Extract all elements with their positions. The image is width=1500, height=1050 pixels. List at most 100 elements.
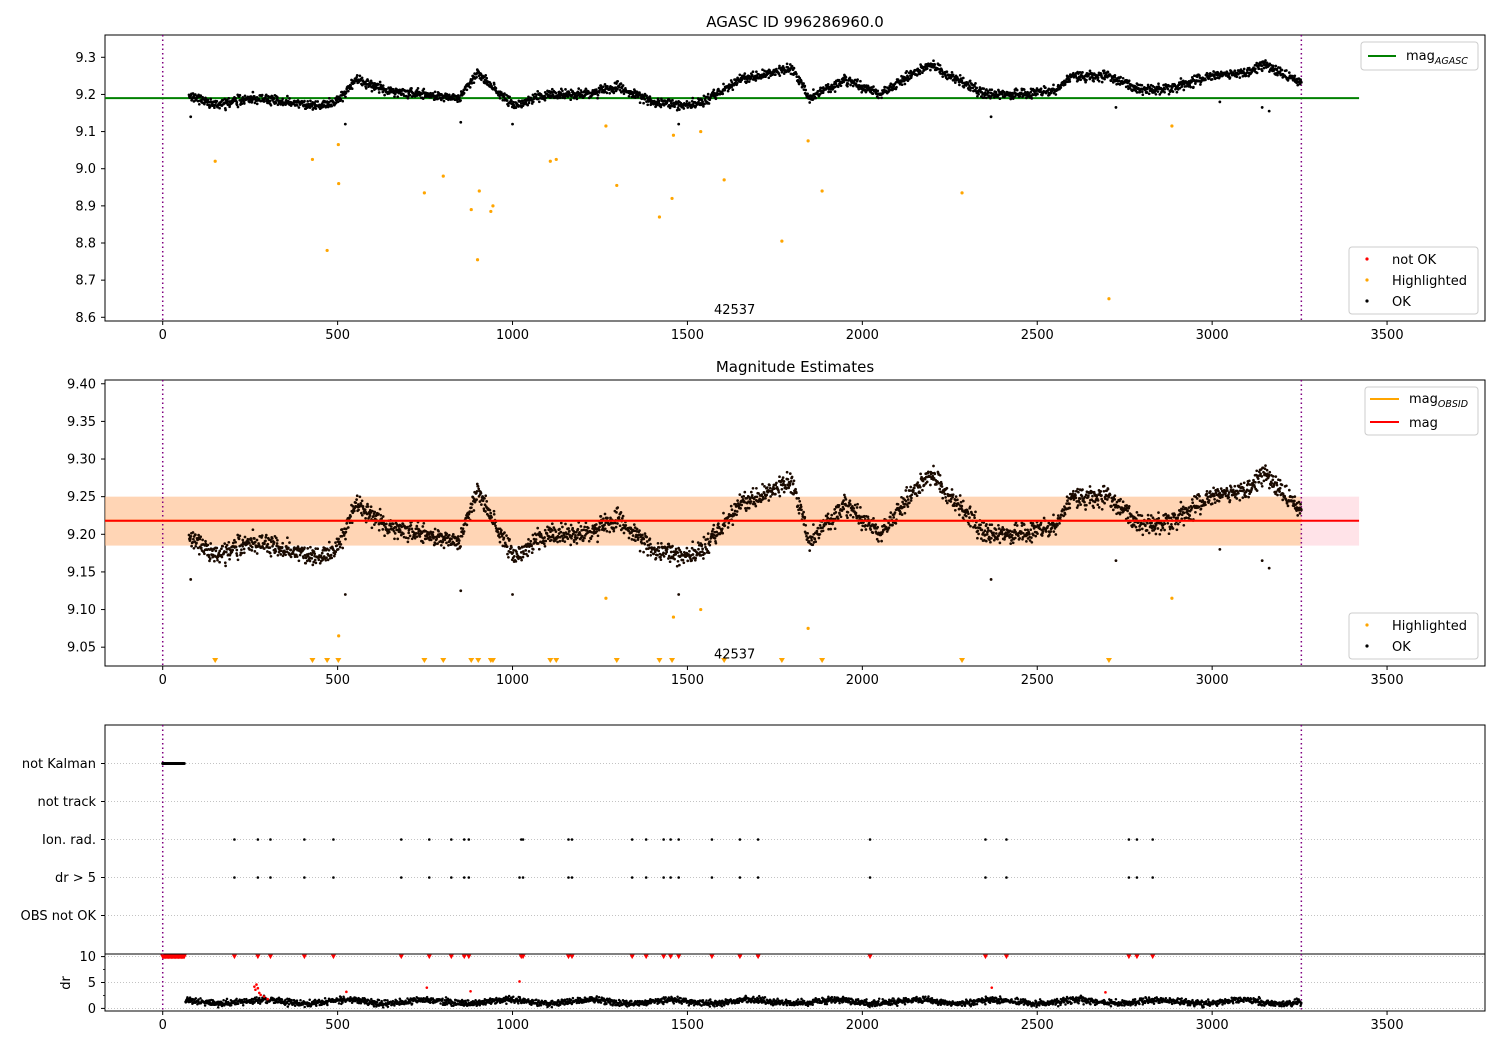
top-ok-point [339,98,343,101]
top-ok-point [790,64,794,68]
top-ok-point [839,84,843,88]
mid-ok-point [977,532,980,536]
top-ok-point [358,74,362,78]
top-ok-point [1233,69,1237,73]
mid-ok-point [818,524,822,527]
top-ok-point [1293,74,1297,78]
mid-ok-point [569,543,573,547]
top-highlighted-point [422,191,426,195]
mid-ok-point [908,501,911,505]
mid-ok-point [505,545,509,548]
top-ok-point [933,63,937,66]
top-ok-point [543,98,547,102]
top-highlighted-point [213,159,217,163]
mid-ok-point [691,553,695,556]
top-ok-point [281,97,285,101]
mid-ok-point [330,556,334,560]
mid-ok-point [242,547,246,551]
mid-ok-point [846,516,849,520]
mid-ok-point [839,515,843,519]
mid-ok-point [645,535,649,539]
top-ytick-label: 9.0 [75,162,96,177]
top-ok-point [316,100,320,103]
top-ok-point [616,87,619,91]
mid-ok-point [346,526,350,529]
top-ok-point [1167,92,1171,96]
mid-ok-point [492,512,496,516]
mid-ok-point [887,526,891,530]
mid-ok-point [854,511,858,515]
mid-ok-point [852,507,856,510]
top-highlighted-point [548,159,552,163]
mid-ytick-label: 9.35 [67,415,96,430]
mid-ok-point [648,537,652,541]
mid-ok-point [815,529,819,533]
mid-ok-point [470,502,474,506]
mid-ok-point [251,528,255,532]
top-ok-point [1238,76,1242,79]
mid-ok-point [1010,533,1014,537]
top-ok-point [431,92,435,95]
mid-ok-point [856,502,859,506]
mid-ok-point [938,487,942,491]
top-ok-point [366,79,370,83]
mid-ok-point [490,516,493,519]
top-ok-point [685,99,689,103]
mid-ok-point [904,499,908,503]
top-ok-point [462,91,466,95]
mid-ok-point [1030,536,1033,539]
mid-ok-point [1031,522,1035,525]
mid-ok-point [950,488,954,491]
top-ok-point [795,72,798,76]
top-highlighted-point [325,248,329,253]
mid-ok-point [909,485,913,489]
mid-ok-point [456,535,460,538]
mid-ok-point [949,500,953,503]
top-ok-point [714,97,718,101]
mid-ok-point [475,498,478,501]
top-ok-point [605,91,609,95]
mid-ok-point [983,529,987,533]
mid-ok-point [814,540,818,544]
mid-ok-point [919,472,922,476]
top-ok-point [494,86,498,90]
mid-ok-point [287,546,290,550]
top-ok-point [577,87,581,90]
mid-ok-point [377,522,381,526]
top-ok-point [616,79,620,83]
top-ytick-label: 8.8 [75,237,96,252]
mid-ok-point [918,491,922,495]
mid-ok-point [706,537,709,541]
mid-ok-point [634,539,637,543]
top-ok-outlier-point [189,115,193,119]
mid-ok-point [428,535,432,539]
top-ok-point [1140,83,1144,87]
top-ok-point [575,97,579,101]
mid-ok-point [657,546,661,549]
mid-ok-point [594,523,598,526]
mid-ok-point [667,557,670,560]
mid-ok-point [378,507,382,511]
mid-ok-point [391,522,395,526]
mid-ok-point [843,493,846,497]
mid-ok-point [682,561,686,565]
mid-ok-point [899,510,902,514]
mid-ok-point [676,559,680,563]
top-ok-point [556,96,559,100]
mid-ok-point [954,495,958,498]
mid-ok-point [583,525,587,529]
top-ok-point [701,100,704,103]
mid-ok-point [754,504,758,508]
mid-ok-point [968,516,971,519]
mid-ok-point [750,494,754,497]
mid-ok-point [804,523,808,527]
mid-ok-point [189,537,192,541]
top-highlighted-point [670,196,674,201]
mid-ok-point [953,501,956,505]
top-ok-point [961,76,965,80]
mid-ok-point [334,550,338,554]
mid-ok-point [676,551,680,554]
mid-ok-point [812,523,815,526]
mid-ok-point [671,544,674,548]
top-ok-point [196,99,200,103]
